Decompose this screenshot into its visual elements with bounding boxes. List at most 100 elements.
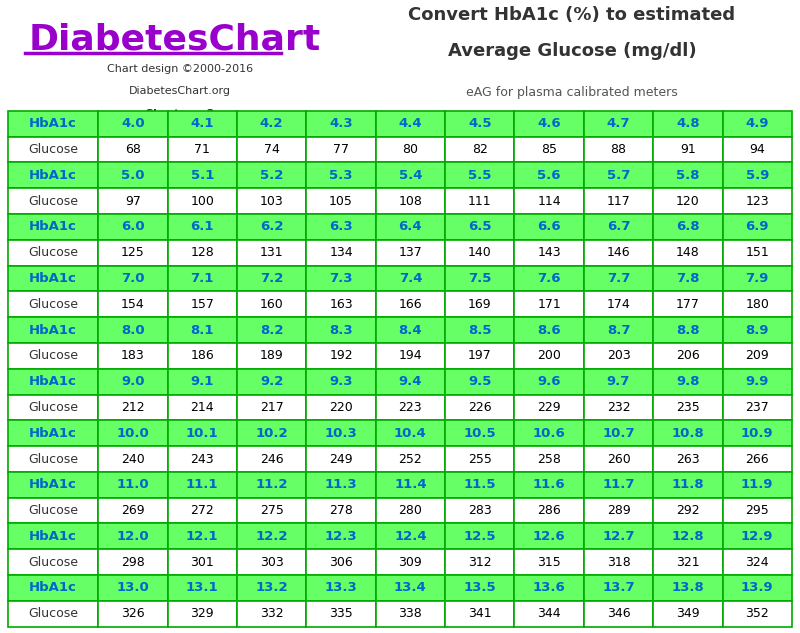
FancyBboxPatch shape	[306, 498, 376, 523]
FancyBboxPatch shape	[376, 163, 445, 188]
Text: 154: 154	[121, 298, 145, 311]
Text: 8.2: 8.2	[260, 323, 283, 337]
FancyBboxPatch shape	[584, 188, 654, 214]
Text: 10.3: 10.3	[325, 427, 358, 440]
FancyBboxPatch shape	[167, 394, 237, 420]
Text: 10.1: 10.1	[186, 427, 218, 440]
Text: HbA1c: HbA1c	[29, 375, 77, 388]
Text: 4.1: 4.1	[190, 117, 214, 130]
Text: 189: 189	[260, 349, 283, 362]
Text: 266: 266	[746, 453, 769, 465]
Text: 220: 220	[329, 401, 353, 414]
FancyBboxPatch shape	[306, 188, 376, 214]
FancyBboxPatch shape	[237, 111, 306, 137]
FancyBboxPatch shape	[376, 137, 445, 163]
Text: 128: 128	[190, 246, 214, 259]
FancyBboxPatch shape	[722, 163, 792, 188]
Text: 13.5: 13.5	[463, 582, 496, 594]
FancyBboxPatch shape	[445, 601, 514, 627]
FancyBboxPatch shape	[8, 240, 98, 266]
FancyBboxPatch shape	[722, 188, 792, 214]
FancyBboxPatch shape	[445, 575, 514, 601]
Text: 7.1: 7.1	[190, 272, 214, 285]
Text: 157: 157	[190, 298, 214, 311]
FancyBboxPatch shape	[514, 369, 584, 394]
Text: 163: 163	[329, 298, 353, 311]
FancyBboxPatch shape	[98, 446, 167, 472]
FancyBboxPatch shape	[237, 472, 306, 498]
Text: 8.0: 8.0	[121, 323, 145, 337]
Text: 174: 174	[606, 298, 630, 311]
Text: 292: 292	[676, 504, 700, 517]
Text: 4.0: 4.0	[121, 117, 145, 130]
Text: 111: 111	[468, 194, 491, 208]
FancyBboxPatch shape	[722, 498, 792, 523]
FancyBboxPatch shape	[167, 291, 237, 317]
FancyBboxPatch shape	[514, 523, 584, 549]
FancyBboxPatch shape	[98, 317, 167, 343]
FancyBboxPatch shape	[306, 266, 376, 291]
Text: 4.4: 4.4	[398, 117, 422, 130]
FancyBboxPatch shape	[167, 240, 237, 266]
Text: 326: 326	[121, 607, 145, 620]
Text: 8.1: 8.1	[190, 323, 214, 337]
Text: 246: 246	[260, 453, 283, 465]
Text: 6.5: 6.5	[468, 220, 491, 234]
Text: 12.9: 12.9	[741, 530, 774, 543]
FancyBboxPatch shape	[445, 523, 514, 549]
Text: 7.8: 7.8	[676, 272, 700, 285]
Text: 186: 186	[190, 349, 214, 362]
FancyBboxPatch shape	[445, 111, 514, 137]
Text: 7.3: 7.3	[330, 272, 353, 285]
Text: HbA1c: HbA1c	[29, 530, 77, 543]
Text: 120: 120	[676, 194, 700, 208]
Text: 94: 94	[750, 143, 765, 156]
FancyBboxPatch shape	[8, 498, 98, 523]
Text: 11.5: 11.5	[463, 479, 496, 491]
FancyBboxPatch shape	[376, 111, 445, 137]
Text: 82: 82	[472, 143, 488, 156]
Text: Glucose: Glucose	[28, 349, 78, 362]
Text: 13.9: 13.9	[741, 582, 774, 594]
Text: 332: 332	[260, 607, 283, 620]
FancyBboxPatch shape	[376, 498, 445, 523]
Text: HbA1c: HbA1c	[29, 427, 77, 440]
FancyBboxPatch shape	[514, 266, 584, 291]
Text: 10.6: 10.6	[533, 427, 566, 440]
FancyBboxPatch shape	[167, 266, 237, 291]
FancyBboxPatch shape	[654, 291, 722, 317]
Text: HbA1c: HbA1c	[29, 220, 77, 234]
FancyBboxPatch shape	[722, 240, 792, 266]
Text: 9.3: 9.3	[330, 375, 353, 388]
Text: 275: 275	[260, 504, 283, 517]
Text: 4.3: 4.3	[329, 117, 353, 130]
FancyBboxPatch shape	[445, 343, 514, 368]
FancyBboxPatch shape	[306, 549, 376, 575]
Text: 306: 306	[329, 556, 353, 568]
FancyBboxPatch shape	[722, 137, 792, 163]
Text: 4.2: 4.2	[260, 117, 283, 130]
Text: 11.7: 11.7	[602, 479, 634, 491]
Text: 312: 312	[468, 556, 491, 568]
FancyBboxPatch shape	[654, 111, 722, 137]
FancyBboxPatch shape	[98, 266, 167, 291]
FancyBboxPatch shape	[8, 523, 98, 549]
Text: 13.0: 13.0	[117, 582, 150, 594]
FancyBboxPatch shape	[514, 317, 584, 343]
Text: 206: 206	[676, 349, 700, 362]
Text: 10.8: 10.8	[671, 427, 704, 440]
Text: 6.7: 6.7	[606, 220, 630, 234]
Text: 235: 235	[676, 401, 700, 414]
FancyBboxPatch shape	[8, 214, 98, 240]
FancyBboxPatch shape	[445, 394, 514, 420]
FancyBboxPatch shape	[167, 188, 237, 214]
FancyBboxPatch shape	[514, 472, 584, 498]
FancyBboxPatch shape	[8, 266, 98, 291]
Text: 12.0: 12.0	[117, 530, 149, 543]
FancyBboxPatch shape	[98, 291, 167, 317]
FancyBboxPatch shape	[8, 575, 98, 601]
FancyBboxPatch shape	[654, 498, 722, 523]
Text: 9.6: 9.6	[538, 375, 561, 388]
FancyBboxPatch shape	[376, 394, 445, 420]
FancyBboxPatch shape	[98, 369, 167, 394]
